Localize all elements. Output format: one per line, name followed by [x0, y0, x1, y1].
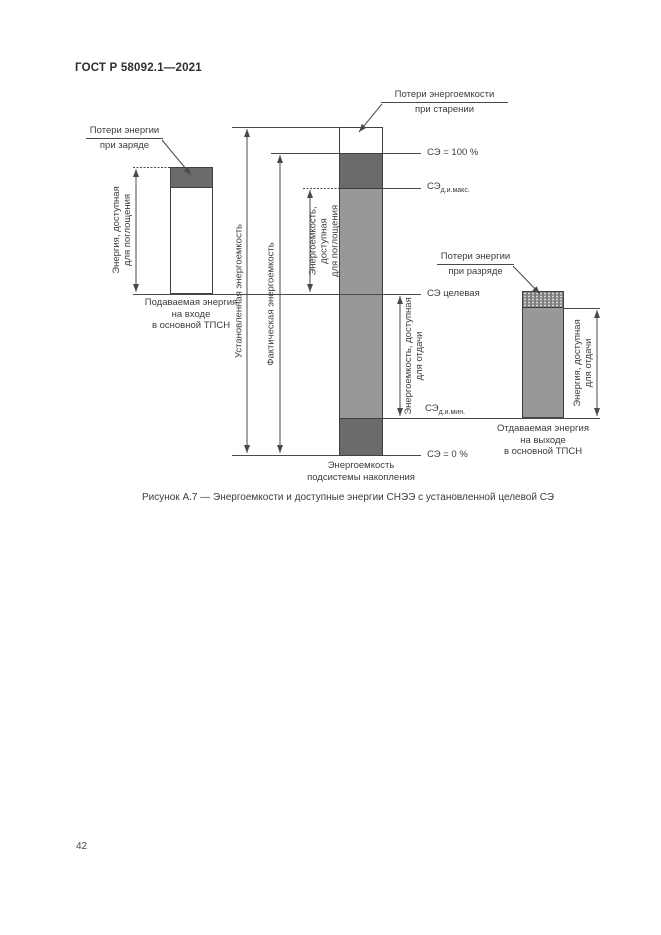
installed-capacity-label: Установленная энергоемкость: [233, 223, 245, 359]
absorb-capacity-line3: для поглощения: [329, 204, 341, 278]
callout-aging-loss-line2: при старении: [414, 103, 475, 115]
soc-max-sub: д.и.макс.: [440, 186, 470, 194]
callout-charge-loss-line1: Потери энергии: [89, 125, 160, 136]
released-energy-section: [523, 308, 563, 417]
callout-charge-loss: Потери энергии при заряде: [86, 125, 163, 151]
callout-discharge-loss-line1: Потери энергии: [440, 251, 511, 262]
storage-bar-caption: Энергоемкость подсистемы накопления: [293, 460, 429, 483]
soc-0-label: СЭ = 0 %: [427, 449, 468, 460]
soc-100-label: СЭ = 100 %: [427, 147, 479, 158]
absorb-capacity-line1: Энергоемкость,: [307, 206, 319, 276]
aging-loss-section: [340, 128, 382, 154]
soc-min-sub: д.и.мин.: [438, 408, 466, 416]
callout-charge-loss-rule: [86, 137, 163, 139]
storage-capacity-bar: [339, 127, 383, 456]
input-bar-caption-line3: в основной ТПСН: [151, 320, 231, 331]
soc-max-label: СЭд.и.макс.: [427, 181, 470, 197]
absorb-energy-label: Энергия, доступная для поглощения: [111, 186, 133, 273]
callout-aging-loss-line1: Потери энергоемкости: [394, 89, 495, 100]
leader-arrow-charge: [161, 139, 192, 176]
leader-arrow-aging: [358, 103, 383, 133]
soc-min-main: СЭ: [425, 403, 439, 414]
absorbable-energy-section: [171, 188, 212, 293]
leader-arrow-discharge: [512, 265, 541, 295]
callout-charge-loss-line2: при заряде: [99, 139, 150, 151]
release-energy-label: Энергия, доступная для отдачи: [572, 319, 594, 406]
input-bar-caption-line1: Подаваемая энергия: [144, 297, 238, 308]
callout-discharge-loss-rule: [437, 263, 514, 265]
output-bar-caption: Отдаваемая энергия на выходе в основной …: [479, 423, 607, 458]
absorb-capacity-label: Энергоемкость, доступная для поглощения: [308, 205, 341, 277]
upper-reserve-section: [340, 154, 382, 189]
storage-bar-caption-line1: Энергоемкость: [327, 460, 395, 471]
available-capacity-section: [340, 189, 382, 419]
soc-min-label: СЭд.и.мин.: [425, 403, 465, 419]
callout-discharge-loss: Потери энергии при разряде: [437, 251, 514, 277]
discharge-loss-section: [523, 292, 563, 308]
input-energy-bar: [170, 167, 213, 294]
output-energy-bar: [522, 291, 564, 418]
absorb-capacity-line2: доступная: [318, 218, 330, 264]
input-bar-caption: Подаваемая энергия на входе в основной Т…: [128, 297, 254, 332]
actual-capacity-label: Фактическая энергоемкость: [265, 242, 277, 366]
release-capacity-label: Энергоемкость, доступная для отдачи: [403, 297, 425, 414]
callout-discharge-loss-line2: при разряде: [448, 265, 503, 277]
release-capacity-line1: Энергоемкость, доступная: [403, 297, 414, 415]
release-capacity-line2: для отдачи: [414, 331, 425, 381]
page-number: 42: [76, 841, 88, 852]
output-bar-caption-line1: Отдаваемая энергия: [497, 423, 589, 434]
charge-loss-section: [171, 168, 212, 188]
lower-reserve-section: [340, 419, 382, 455]
absorb-energy-line1: Энергия, доступная: [111, 186, 122, 274]
callout-aging-loss-rule: [381, 101, 508, 103]
release-energy-line2: для отдачи: [583, 338, 594, 388]
input-bar-caption-line2: на входе: [171, 308, 211, 320]
page-header: ГОСТ Р 58092.1—2021: [75, 62, 202, 74]
output-bar-caption-line3: в основной ТПСН: [503, 446, 583, 457]
figure-caption: Рисунок А.7 — Энергоемкости и доступные …: [141, 492, 555, 503]
release-energy-line1: Энергия, доступная: [572, 319, 583, 407]
soc-target-label: СЭ целевая: [427, 288, 480, 299]
output-bar-caption-line2: на выходе: [520, 434, 566, 446]
callout-aging-loss: Потери энергоемкости при старении: [381, 89, 508, 115]
absorb-energy-line2: для поглощения: [122, 193, 133, 267]
soc-max-main: СЭ: [427, 181, 441, 192]
storage-bar-caption-line2: подсистемы накопления: [307, 471, 415, 483]
